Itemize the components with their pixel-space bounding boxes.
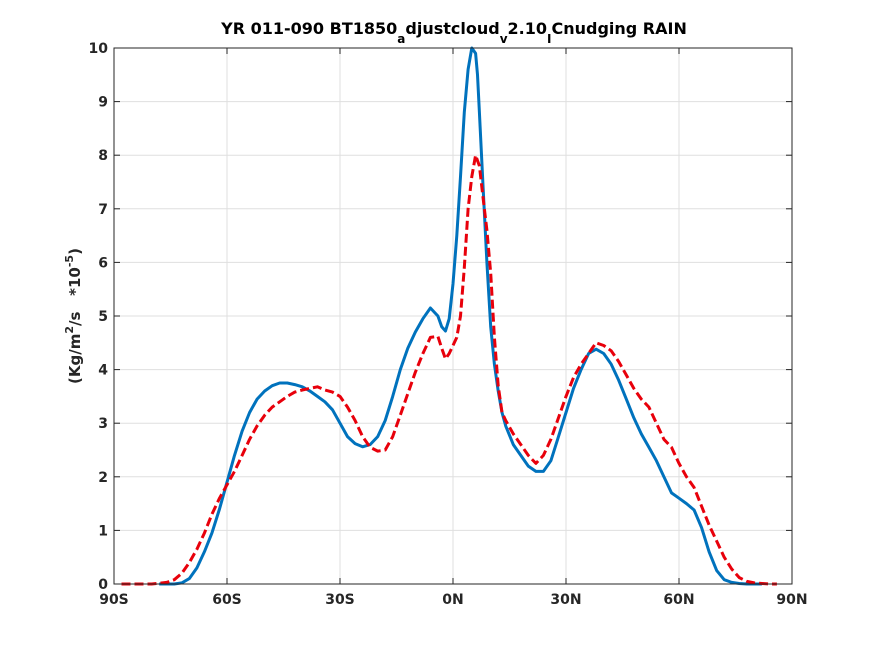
series-line-blue bbox=[159, 46, 762, 586]
y-tick-label: 9 bbox=[98, 95, 108, 111]
x-tick-label: 60S bbox=[212, 592, 242, 608]
x-tick-label: 60N bbox=[663, 592, 694, 608]
series-line-red-dashed bbox=[121, 153, 777, 586]
y-tick-label: 6 bbox=[98, 255, 108, 271]
plot-area: 90S 60S 30S 0N 30N 60N 90N 0 1 2 3 4 5 6 7 8 9 10 bbox=[89, 41, 808, 608]
x-tick-label: 0N bbox=[442, 592, 463, 608]
y-tick-label: 0 bbox=[98, 577, 108, 593]
y-tick-label: 7 bbox=[98, 202, 108, 218]
chart-title: YR 011-090 BT1850adjustcloudv2.10ICnudgi… bbox=[220, 19, 687, 46]
x-tick-label: 90N bbox=[776, 592, 807, 608]
y-tick-label: 8 bbox=[98, 148, 108, 164]
x-tick-label: 30S bbox=[325, 592, 355, 608]
x-tick-label: 30N bbox=[550, 592, 581, 608]
y-tick-label: 1 bbox=[98, 523, 108, 539]
plot-frame bbox=[113, 47, 793, 585]
y-tick-label: 4 bbox=[98, 363, 108, 379]
y-tick-label: 3 bbox=[98, 416, 108, 432]
y-tick-label: 5 bbox=[98, 309, 108, 325]
y-tick-label: 10 bbox=[89, 41, 109, 57]
axes: 90S 60S 30S 0N 30N 60N 90N 0 1 2 3 4 5 6 7 8 9 10 bbox=[89, 41, 808, 608]
series-lines bbox=[121, 46, 777, 586]
y-axis-label: (Kg/m2/s *10-5) bbox=[63, 248, 84, 384]
x-tick-label: 90S bbox=[99, 592, 129, 608]
y-tick-label: 2 bbox=[98, 470, 108, 486]
